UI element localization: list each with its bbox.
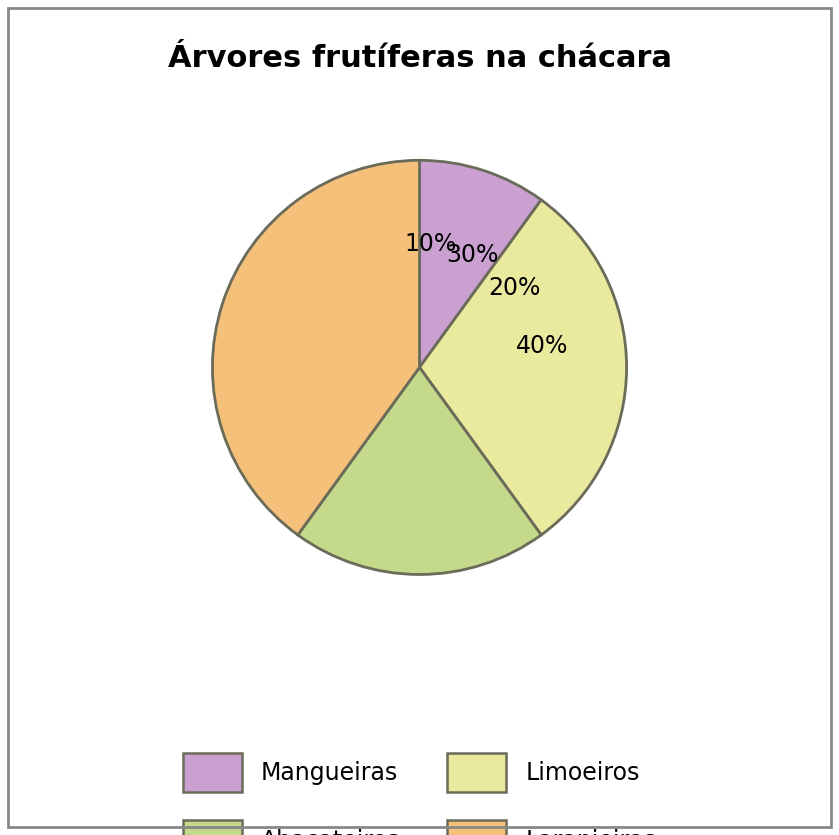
Wedge shape — [212, 160, 420, 535]
Legend: Mangueiras, Abacateiros, Limoeiros, Laranjeiras: Mangueiras, Abacateiros, Limoeiros, Lara… — [159, 729, 680, 835]
Text: 20%: 20% — [488, 276, 541, 300]
Text: 40%: 40% — [516, 334, 568, 358]
Text: 10%: 10% — [404, 231, 456, 256]
Wedge shape — [298, 367, 541, 574]
Text: 30%: 30% — [446, 243, 498, 267]
Wedge shape — [420, 160, 541, 367]
Text: Árvores frutíferas na chácara: Árvores frutíferas na chácara — [168, 44, 671, 73]
Wedge shape — [420, 200, 627, 535]
